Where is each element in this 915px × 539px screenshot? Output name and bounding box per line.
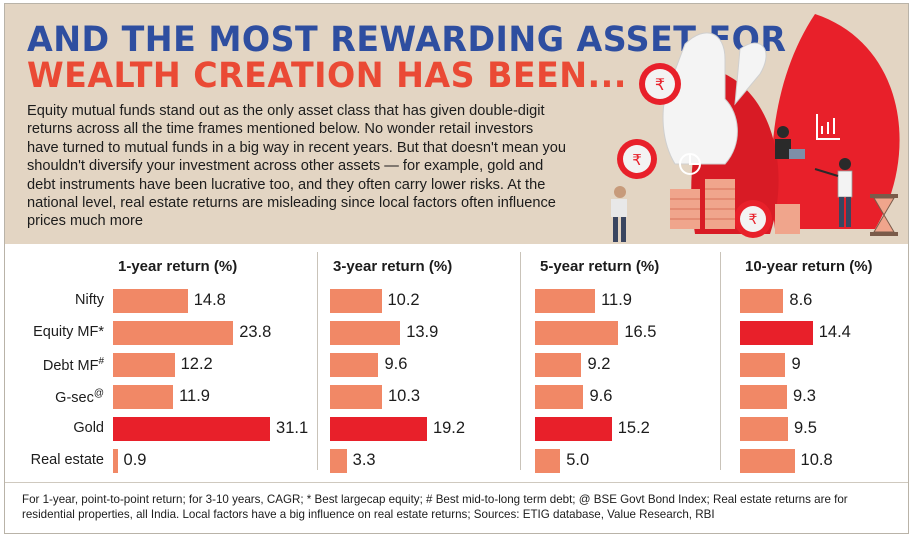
bar-value-label: 14.8 (193, 291, 226, 309)
bar-value-label: 9.2 (587, 355, 611, 373)
bar-value-label: 9.3 (792, 387, 816, 405)
category-label: G-sec@ (55, 388, 104, 406)
bar-value-label: 13.9 (406, 323, 439, 341)
panel-title: 1-year return (%) (118, 258, 238, 275)
bar (740, 417, 788, 441)
panel-title: 3-year return (%) (333, 258, 453, 275)
bar-value-label: 31.1 (276, 419, 309, 437)
rupee-coin-icon: ₹ (639, 63, 681, 105)
rupee-coin-icon: ₹ (617, 139, 657, 179)
coin-stack-icon (670, 179, 800, 234)
panel-title: 5-year return (%) (540, 258, 660, 275)
bar-value-label: 5.0 (566, 451, 590, 469)
bar-value-label: 10.3 (388, 387, 421, 405)
bar-value-label: 9.6 (384, 355, 408, 373)
bar (113, 385, 174, 409)
hand-icon (662, 32, 767, 165)
bar-value-label: 10.2 (387, 291, 420, 309)
category-label: Gold (73, 420, 104, 436)
intro-text: Equity mutual funds stand out as the onl… (27, 103, 567, 230)
laptop-person-icon (775, 126, 805, 159)
footnote: For 1-year, point-to-point return; for 3… (22, 493, 848, 521)
bar (535, 417, 612, 441)
bar (535, 353, 582, 377)
bar (535, 289, 596, 313)
panel-divider (720, 252, 721, 470)
bar (740, 449, 795, 473)
bar (740, 353, 786, 377)
svg-text:₹: ₹ (655, 75, 665, 94)
bar-value-label: 15.2 (617, 419, 650, 437)
category-label: Real estate (30, 452, 104, 468)
svg-text:₹: ₹ (749, 212, 758, 228)
pie-chart-icon (679, 153, 701, 175)
bar-value-label: 12.2 (180, 355, 213, 373)
bar (113, 289, 188, 313)
svg-text:₹: ₹ (632, 151, 642, 169)
bar-value-label: 16.5 (624, 323, 657, 341)
presenter-icon (814, 158, 853, 227)
bar-value-label: 14.4 (818, 323, 851, 341)
header-panel: AND THE MOST REWARDING ASSET FOR WEALTH … (5, 4, 908, 244)
title-line-1: AND THE MOST REWARDING ASSET FOR (27, 20, 787, 60)
bar-value-label: 10.8 (800, 451, 833, 469)
bar-value-label: 19.2 (432, 419, 466, 437)
bar-value-label: 23.8 (239, 323, 272, 341)
panel-divider (317, 252, 318, 470)
red-leaf-shape (771, 14, 900, 229)
bar (740, 385, 787, 409)
bar (113, 449, 118, 473)
footnote-divider (5, 482, 908, 483)
bar (113, 417, 271, 441)
bar-value-label: 0.9 (123, 451, 147, 469)
category-label: Nifty (75, 292, 104, 308)
bar (330, 289, 382, 313)
bar-value-label: 9.5 (793, 419, 817, 437)
bar (740, 289, 784, 313)
hourglass-icon (870, 194, 898, 236)
panel-divider (520, 252, 521, 470)
bar-value-label: 11.9 (179, 387, 210, 405)
person-icon (611, 186, 627, 242)
bar (113, 353, 175, 377)
bar (330, 321, 401, 345)
bar (330, 449, 347, 473)
panel-title: 10-year return (%) (745, 258, 873, 275)
bar-value-label: 9.6 (589, 387, 613, 405)
bar (535, 449, 561, 473)
bar (330, 417, 427, 441)
title-line-2: WEALTH CREATION HAS BEEN... (27, 56, 627, 96)
bar-value-label: 11.9 (601, 291, 632, 309)
bar-chart-icon (816, 114, 840, 140)
bar-value-label: 9 (791, 355, 801, 373)
category-label: Debt MF# (42, 356, 104, 374)
bar (330, 353, 379, 377)
bar (535, 385, 584, 409)
bar-value-label: 8.6 (789, 291, 813, 309)
bar (740, 321, 813, 345)
bar (330, 385, 382, 409)
category-label: Equity MF* (33, 324, 104, 340)
bar (535, 321, 619, 345)
bar (113, 321, 234, 345)
rupee-coin-icon: ₹ (734, 200, 772, 238)
investment-illustration: ₹ ₹ ₹ (611, 14, 900, 242)
bar-value-label: 3.3 (352, 451, 376, 469)
